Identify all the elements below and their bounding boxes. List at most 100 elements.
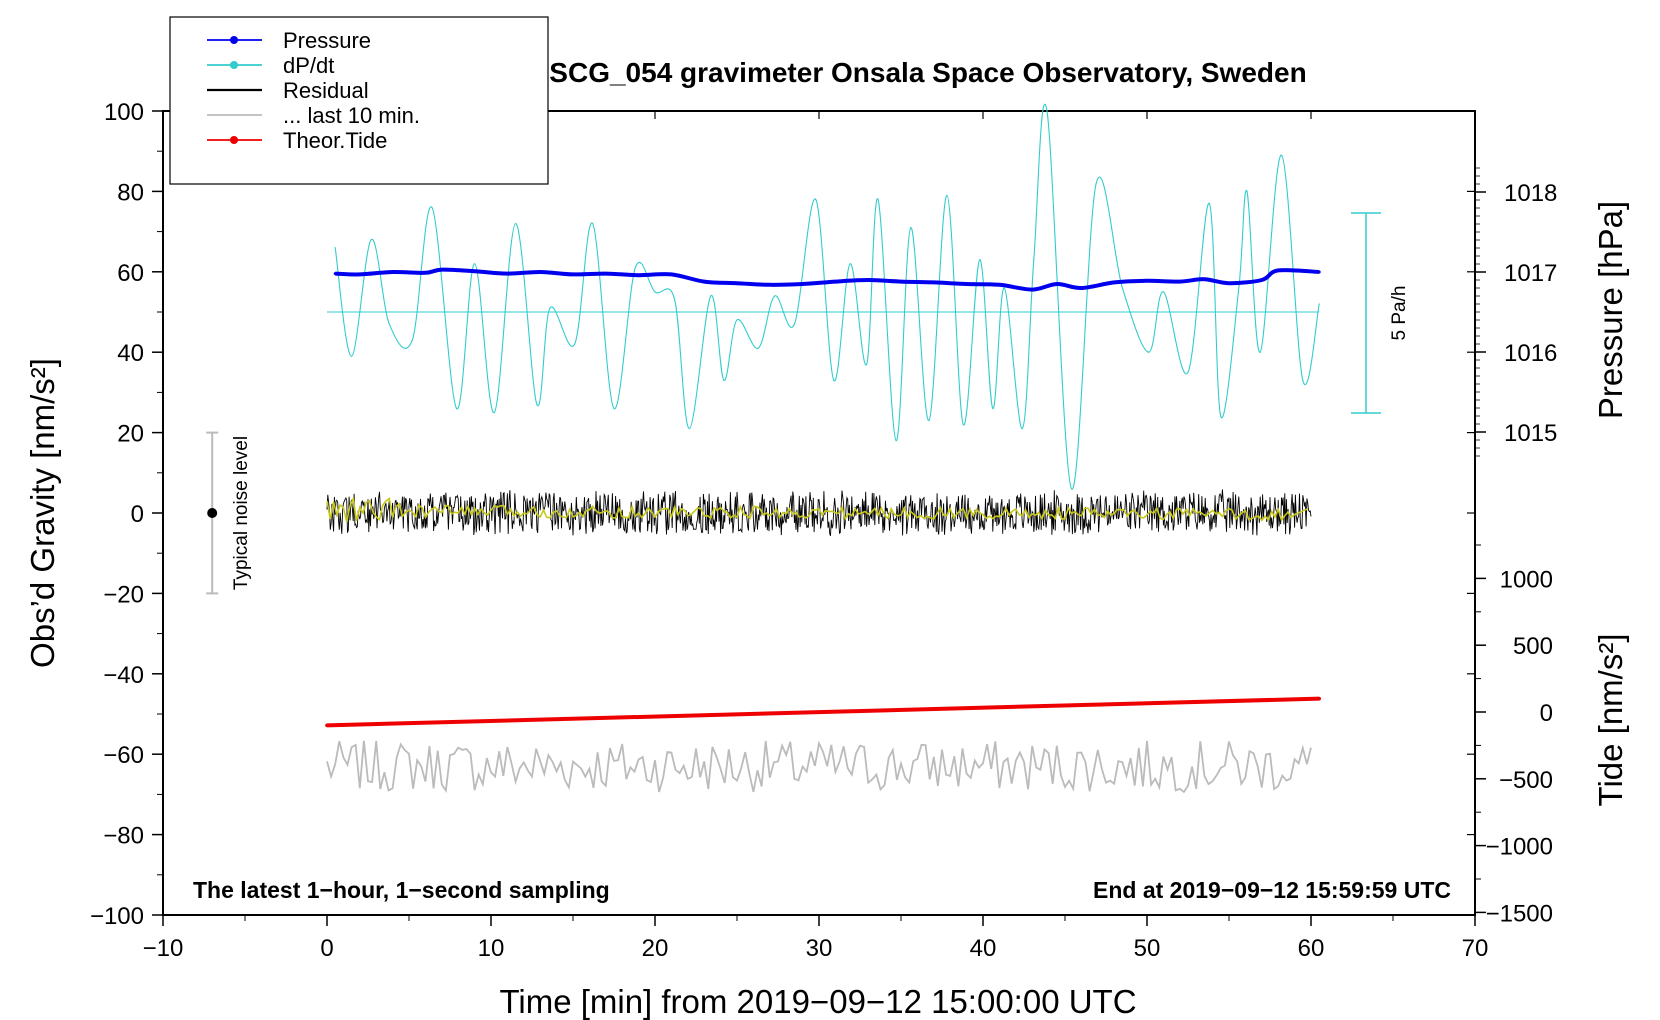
dpdt-point	[793, 323, 796, 325]
y-tick-label-gravity: −60	[103, 742, 144, 769]
dpdt-point	[962, 423, 964, 426]
legend-label: ... last 10 min.	[283, 103, 420, 128]
dpdt-point	[946, 194, 948, 197]
legend-marker	[230, 61, 238, 69]
x-tick-label: 70	[1462, 935, 1489, 962]
pressure-line	[335, 267, 1320, 292]
series-layer	[325, 103, 1321, 794]
tide-line	[326, 696, 1320, 728]
dpdt-point	[1187, 371, 1189, 373]
dpdt-point	[613, 407, 615, 410]
x-axis: −10 0 10 20 30 40 50 60 70	[143, 111, 1489, 962]
dpdt-point	[334, 247, 336, 249]
pressure-point	[637, 273, 641, 277]
dpdt-point	[979, 259, 981, 261]
pressure-point	[1030, 288, 1034, 292]
pressure-point	[1178, 280, 1182, 284]
smoothed-residual-line	[326, 495, 1308, 522]
residual-line	[326, 489, 1312, 537]
y-tick-label-gravity: 100	[104, 99, 144, 126]
pressure-point	[768, 283, 772, 287]
tide-point	[1317, 696, 1321, 701]
y-tick-label-gravity: −40	[103, 662, 144, 689]
dpdt-point	[1121, 287, 1123, 289]
x-tick-label: 0	[320, 935, 333, 962]
y-tick-label-gravity: 40	[117, 340, 144, 367]
legend-marker	[230, 36, 238, 44]
dpdt-point	[654, 291, 656, 293]
dpdt-point	[1003, 287, 1005, 289]
y-tick-label-pressure: 1018	[1504, 180, 1557, 207]
dpdt-point	[815, 198, 817, 201]
dpdt-point	[1046, 110, 1048, 112]
dpdt-point	[431, 206, 433, 209]
pressure-point	[1112, 280, 1116, 284]
legend-label: Residual	[283, 78, 369, 103]
dpdt-point	[1259, 351, 1261, 353]
pressure-point	[505, 272, 509, 276]
dpdt-point	[1302, 379, 1304, 381]
dpdt-point	[549, 307, 551, 309]
dpdt-point	[1162, 291, 1164, 293]
tide-axis: −1500 −1000 −500 0 500 1000	[1475, 544, 1553, 927]
y-tick-label-gravity: 60	[117, 260, 144, 287]
y-tick-label-gravity: 80	[117, 179, 144, 206]
noise-bar-center	[207, 508, 218, 518]
y-tick-label-tide: 1000	[1500, 566, 1553, 593]
pressure-point	[473, 269, 477, 273]
dpdt-point	[455, 407, 458, 410]
dpdt-line	[334, 103, 1320, 490]
dpdt-point	[536, 403, 538, 406]
pressure-point	[965, 282, 969, 286]
dpdt-point	[1280, 154, 1283, 156]
y-axis-title-tide: Tide [nm/s²]	[1592, 634, 1629, 807]
pressure-point	[702, 280, 706, 284]
pressure-point	[333, 272, 337, 276]
dpdt-point	[1220, 415, 1222, 418]
dpdt-point	[1148, 351, 1150, 353]
dpdt-scale-bar: 5 Pa/h	[1351, 212, 1410, 414]
pressure-point	[1079, 286, 1083, 290]
legend-label: Theor.Tide	[283, 128, 387, 153]
dpdt-point	[710, 295, 712, 297]
pressure-point	[358, 272, 362, 276]
dpdt-point	[634, 267, 636, 269]
dpdt-scale-label: 5 Pa/h	[1389, 286, 1410, 341]
dpdt-point	[688, 427, 691, 430]
y-tick-label-gravity: −80	[103, 823, 144, 850]
pressure-axis: 1015 1016 1017 1018	[1475, 167, 1557, 457]
pressure-point	[440, 268, 444, 272]
pressure-point	[801, 282, 805, 286]
pressure-point	[866, 278, 870, 282]
pressure-point	[1145, 279, 1149, 283]
dpdt-point	[493, 411, 495, 414]
dpdt-point	[388, 323, 390, 325]
dpdt-point	[992, 407, 994, 410]
dpdt-point	[928, 419, 930, 422]
x-axis-title: Time [min] from 2019−09−12 15:00:00 UTC	[499, 983, 1136, 1020]
y-tick-label-tide: −500	[1499, 767, 1553, 794]
pressure-point	[1260, 278, 1264, 282]
dpdt-point	[515, 222, 517, 225]
y-axis-title-pressure: Pressure [hPa]	[1592, 201, 1629, 419]
pressure-point	[423, 271, 427, 275]
dpdt-point	[849, 263, 851, 265]
dpdt-point	[1238, 287, 1240, 289]
last-10-min-line	[326, 740, 1312, 794]
pressure-point	[604, 272, 608, 276]
y-axis-title-gravity: Obs’d Gravity [nm/s²]	[24, 358, 61, 668]
chart-title: SCG_054 gravimeter Onsala Space Observat…	[549, 57, 1306, 88]
dpdt-point	[1208, 202, 1210, 205]
pressure-point	[391, 270, 395, 274]
x-tick-label: 50	[1134, 935, 1161, 962]
pressure-point	[1055, 282, 1059, 286]
pressure-point	[932, 280, 936, 284]
y-tick-label-pressure: 1016	[1504, 340, 1557, 367]
y-tick-label-tide: −1500	[1486, 900, 1553, 927]
y-tick-label-tide: −1000	[1486, 834, 1553, 861]
noise-level-label: Typical noise level	[231, 436, 252, 590]
dpdt-point	[1070, 488, 1073, 490]
dpdt-point	[370, 239, 372, 241]
